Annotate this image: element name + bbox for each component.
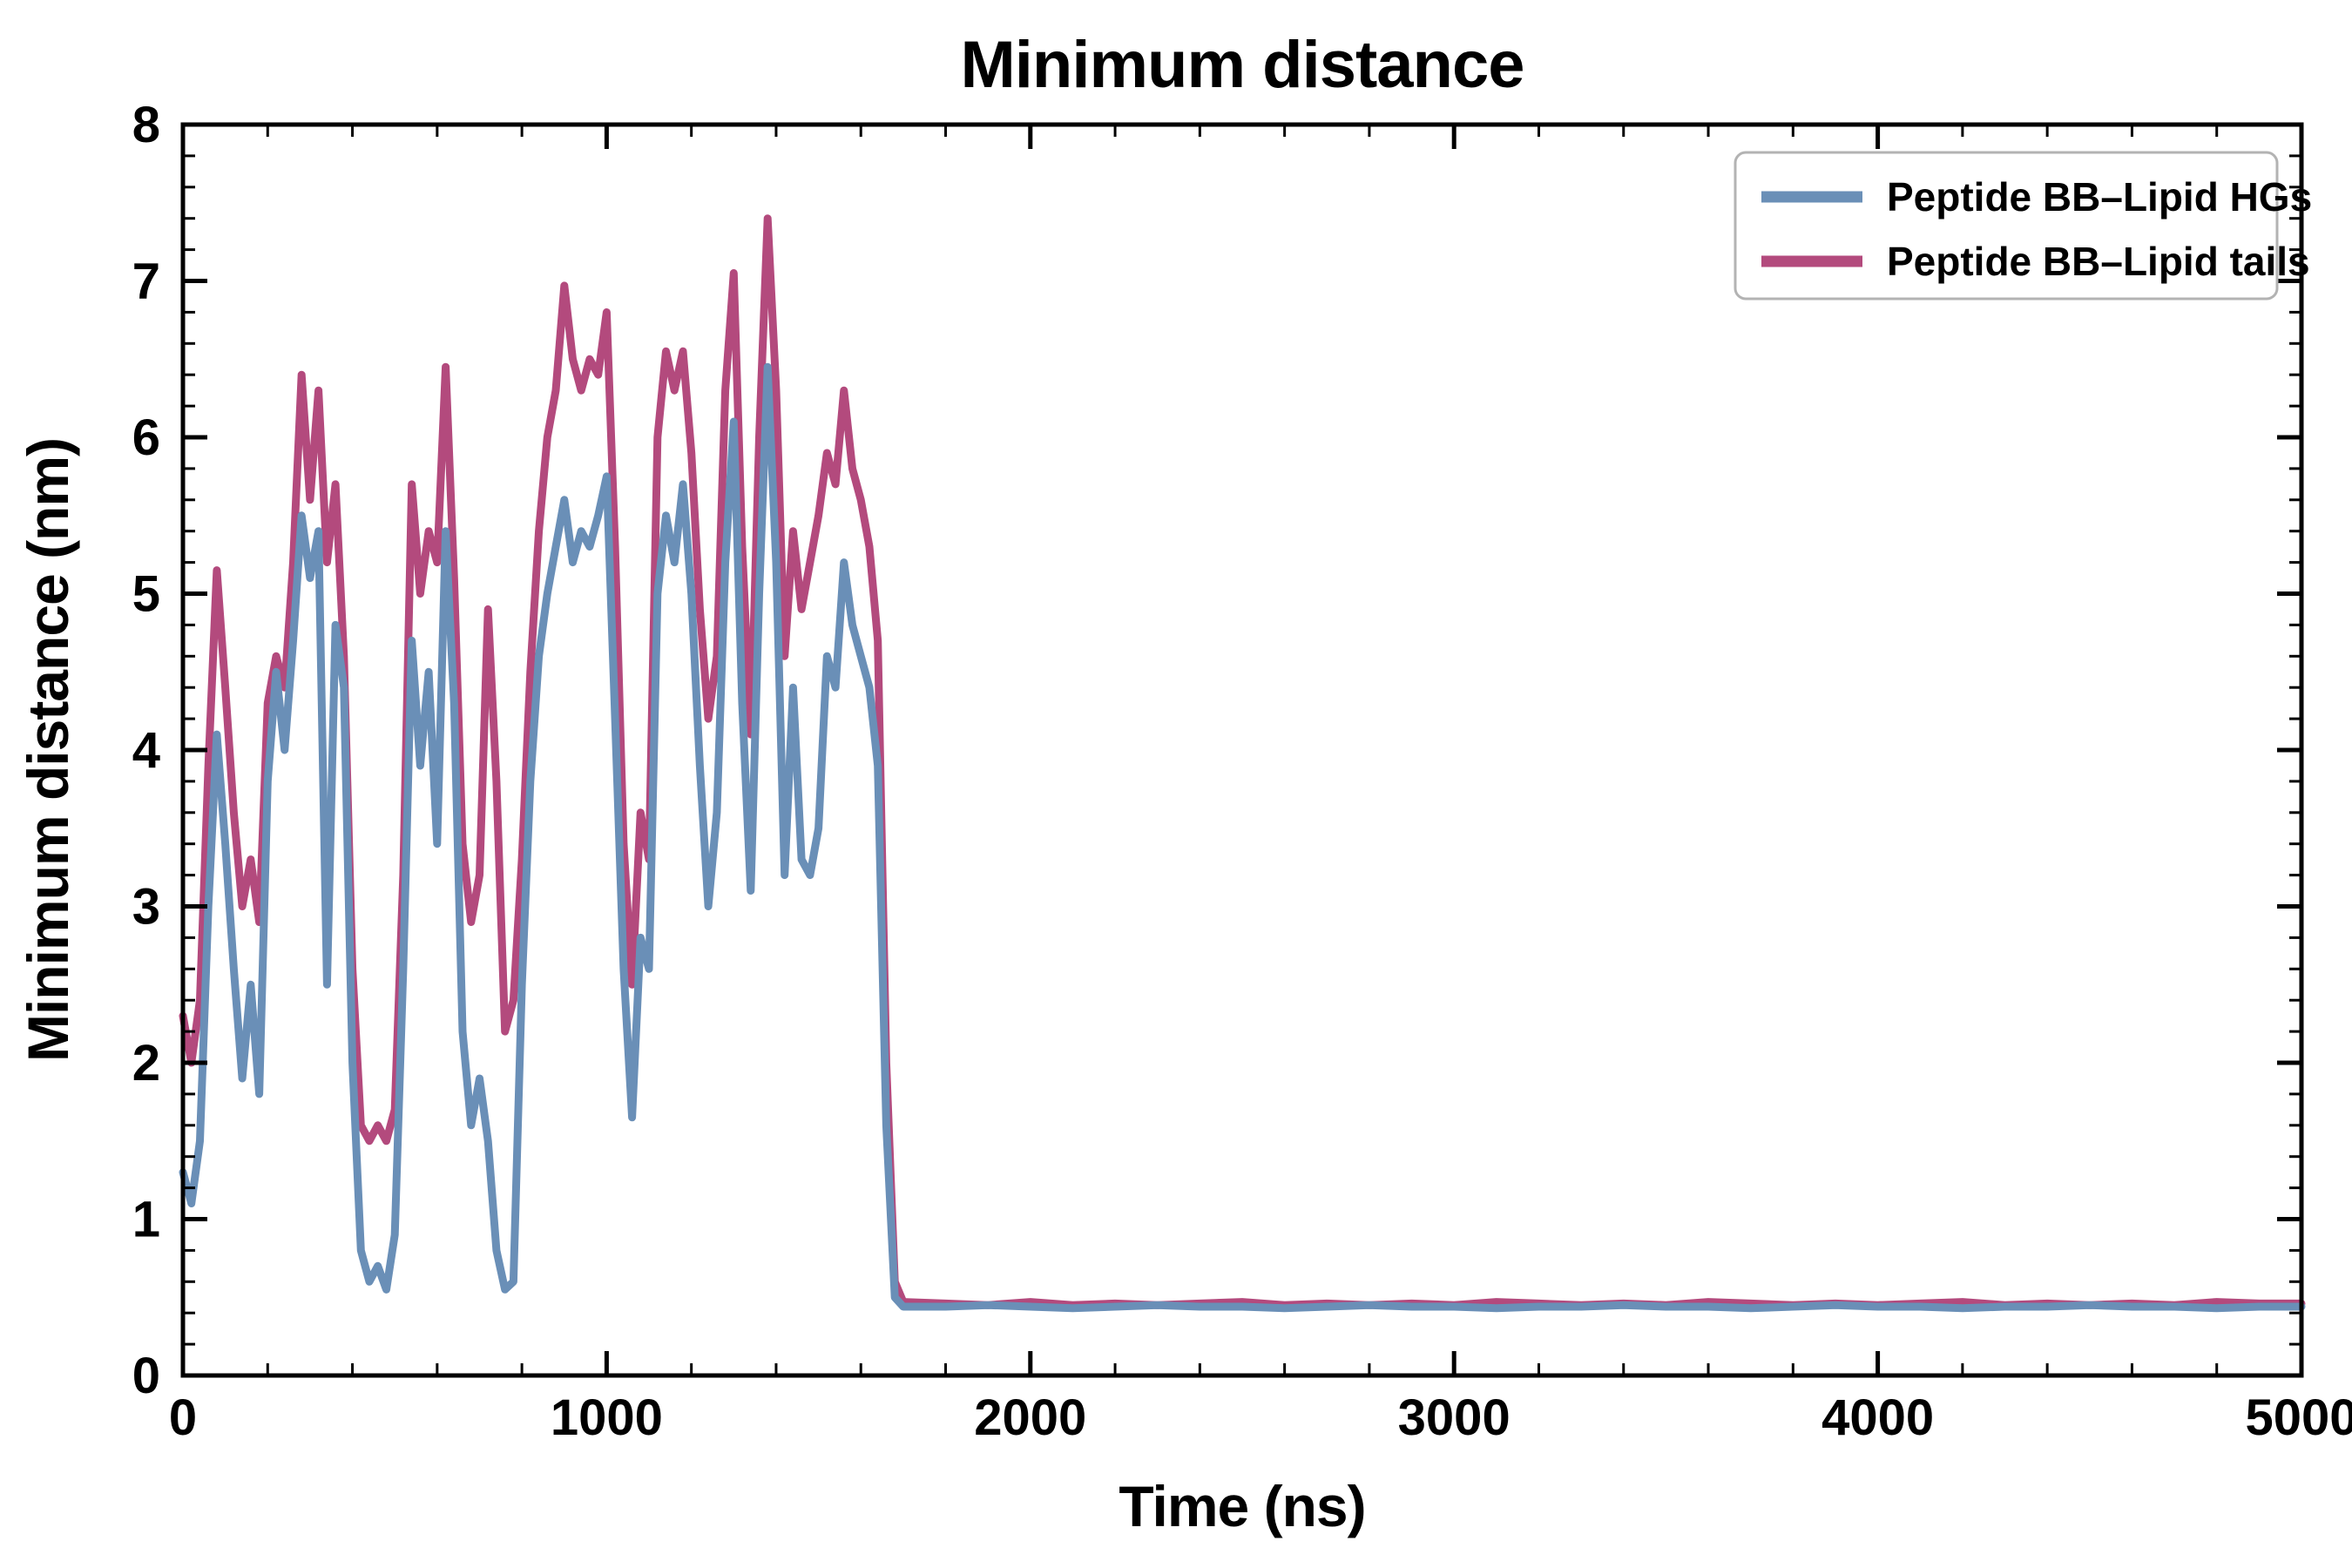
x-tick-label: 2000 <box>974 1389 1086 1446</box>
y-tick-label: 2 <box>132 1035 160 1092</box>
chart-title: Minimum distance <box>961 28 1524 102</box>
plot-area: 0 1000 2000 3000 4000 5000 0 1 2 3 4 5 6 7 8 <box>132 97 2352 1446</box>
y-tick-label: 3 <box>132 879 160 936</box>
legend: Peptide BB–Lipid HGs Peptide BB–Lipid ta… <box>1734 151 2312 301</box>
y-tick-label: 8 <box>132 97 160 153</box>
y-tick-label: 4 <box>132 722 160 779</box>
x-tick-label: 5000 <box>2245 1389 2352 1446</box>
legend-label-hgs: Peptide BB–Lipid HGs <box>1887 174 2312 220</box>
y-tick-label: 0 <box>132 1348 160 1404</box>
x-tick-label: 1000 <box>551 1389 663 1446</box>
y-tick-label: 5 <box>132 566 160 623</box>
x-tick-label: 0 <box>169 1389 197 1446</box>
legend-label-tails: Peptide BB–Lipid tails <box>1887 239 2310 284</box>
legend-box <box>1734 151 2279 301</box>
y-tick-label: 6 <box>132 409 160 466</box>
x-tick-label: 3000 <box>1398 1389 1511 1446</box>
y-axis-label: Minimum distance (nm) <box>16 438 80 1062</box>
y-tick-label: 7 <box>132 253 160 310</box>
x-axis-label: Time (ns) <box>1119 1474 1365 1538</box>
y-tick-label: 1 <box>132 1192 160 1248</box>
x-tick-label: 4000 <box>1821 1389 1934 1446</box>
